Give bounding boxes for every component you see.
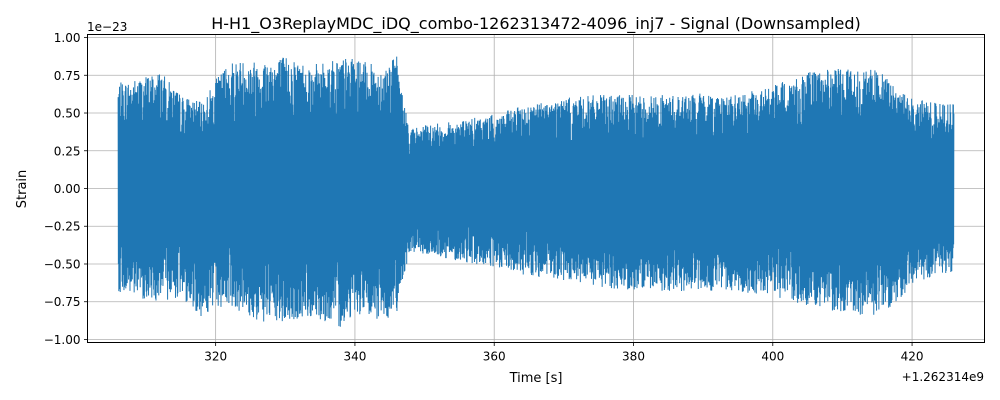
y-tick-label: −1.00 bbox=[44, 333, 81, 347]
y-tick-label: −0.25 bbox=[44, 220, 81, 234]
x-tick-label: 380 bbox=[622, 350, 645, 364]
x-tick-label: 320 bbox=[204, 350, 227, 364]
y-tick-label: 1.00 bbox=[54, 31, 81, 45]
y-tick-label: 0.25 bbox=[54, 144, 81, 158]
y-tick-label: 0.75 bbox=[54, 69, 81, 83]
y-tick-label: −0.75 bbox=[44, 295, 81, 309]
signal-line bbox=[117, 56, 955, 327]
x-axis: 320 340 360 380 400 420 bbox=[204, 342, 924, 364]
x-axis-title: Time [s] bbox=[509, 371, 563, 386]
chart-title: H-H1_O3ReplayMDC_iDQ_combo-1262313472-40… bbox=[211, 14, 861, 34]
x-tick-label: 420 bbox=[901, 350, 924, 364]
x-axis-offset-label: +1.262314e9 bbox=[902, 370, 984, 384]
y-tick-label: 0.00 bbox=[54, 182, 81, 196]
signal-line-series bbox=[117, 56, 955, 327]
y-axis: 1.00 0.75 0.50 0.25 0.00 −0.25 −0.50 −0.75 −1.00 bbox=[44, 31, 88, 347]
x-tick-label: 340 bbox=[343, 350, 366, 364]
x-tick-label: 360 bbox=[483, 350, 506, 364]
y-axis-scale-label: 1e−23 bbox=[87, 20, 127, 34]
y-tick-label: 0.50 bbox=[54, 107, 81, 121]
x-tick-label: 400 bbox=[761, 350, 784, 364]
y-tick-label: −0.50 bbox=[44, 257, 81, 271]
y-axis-title: Strain bbox=[15, 170, 30, 209]
